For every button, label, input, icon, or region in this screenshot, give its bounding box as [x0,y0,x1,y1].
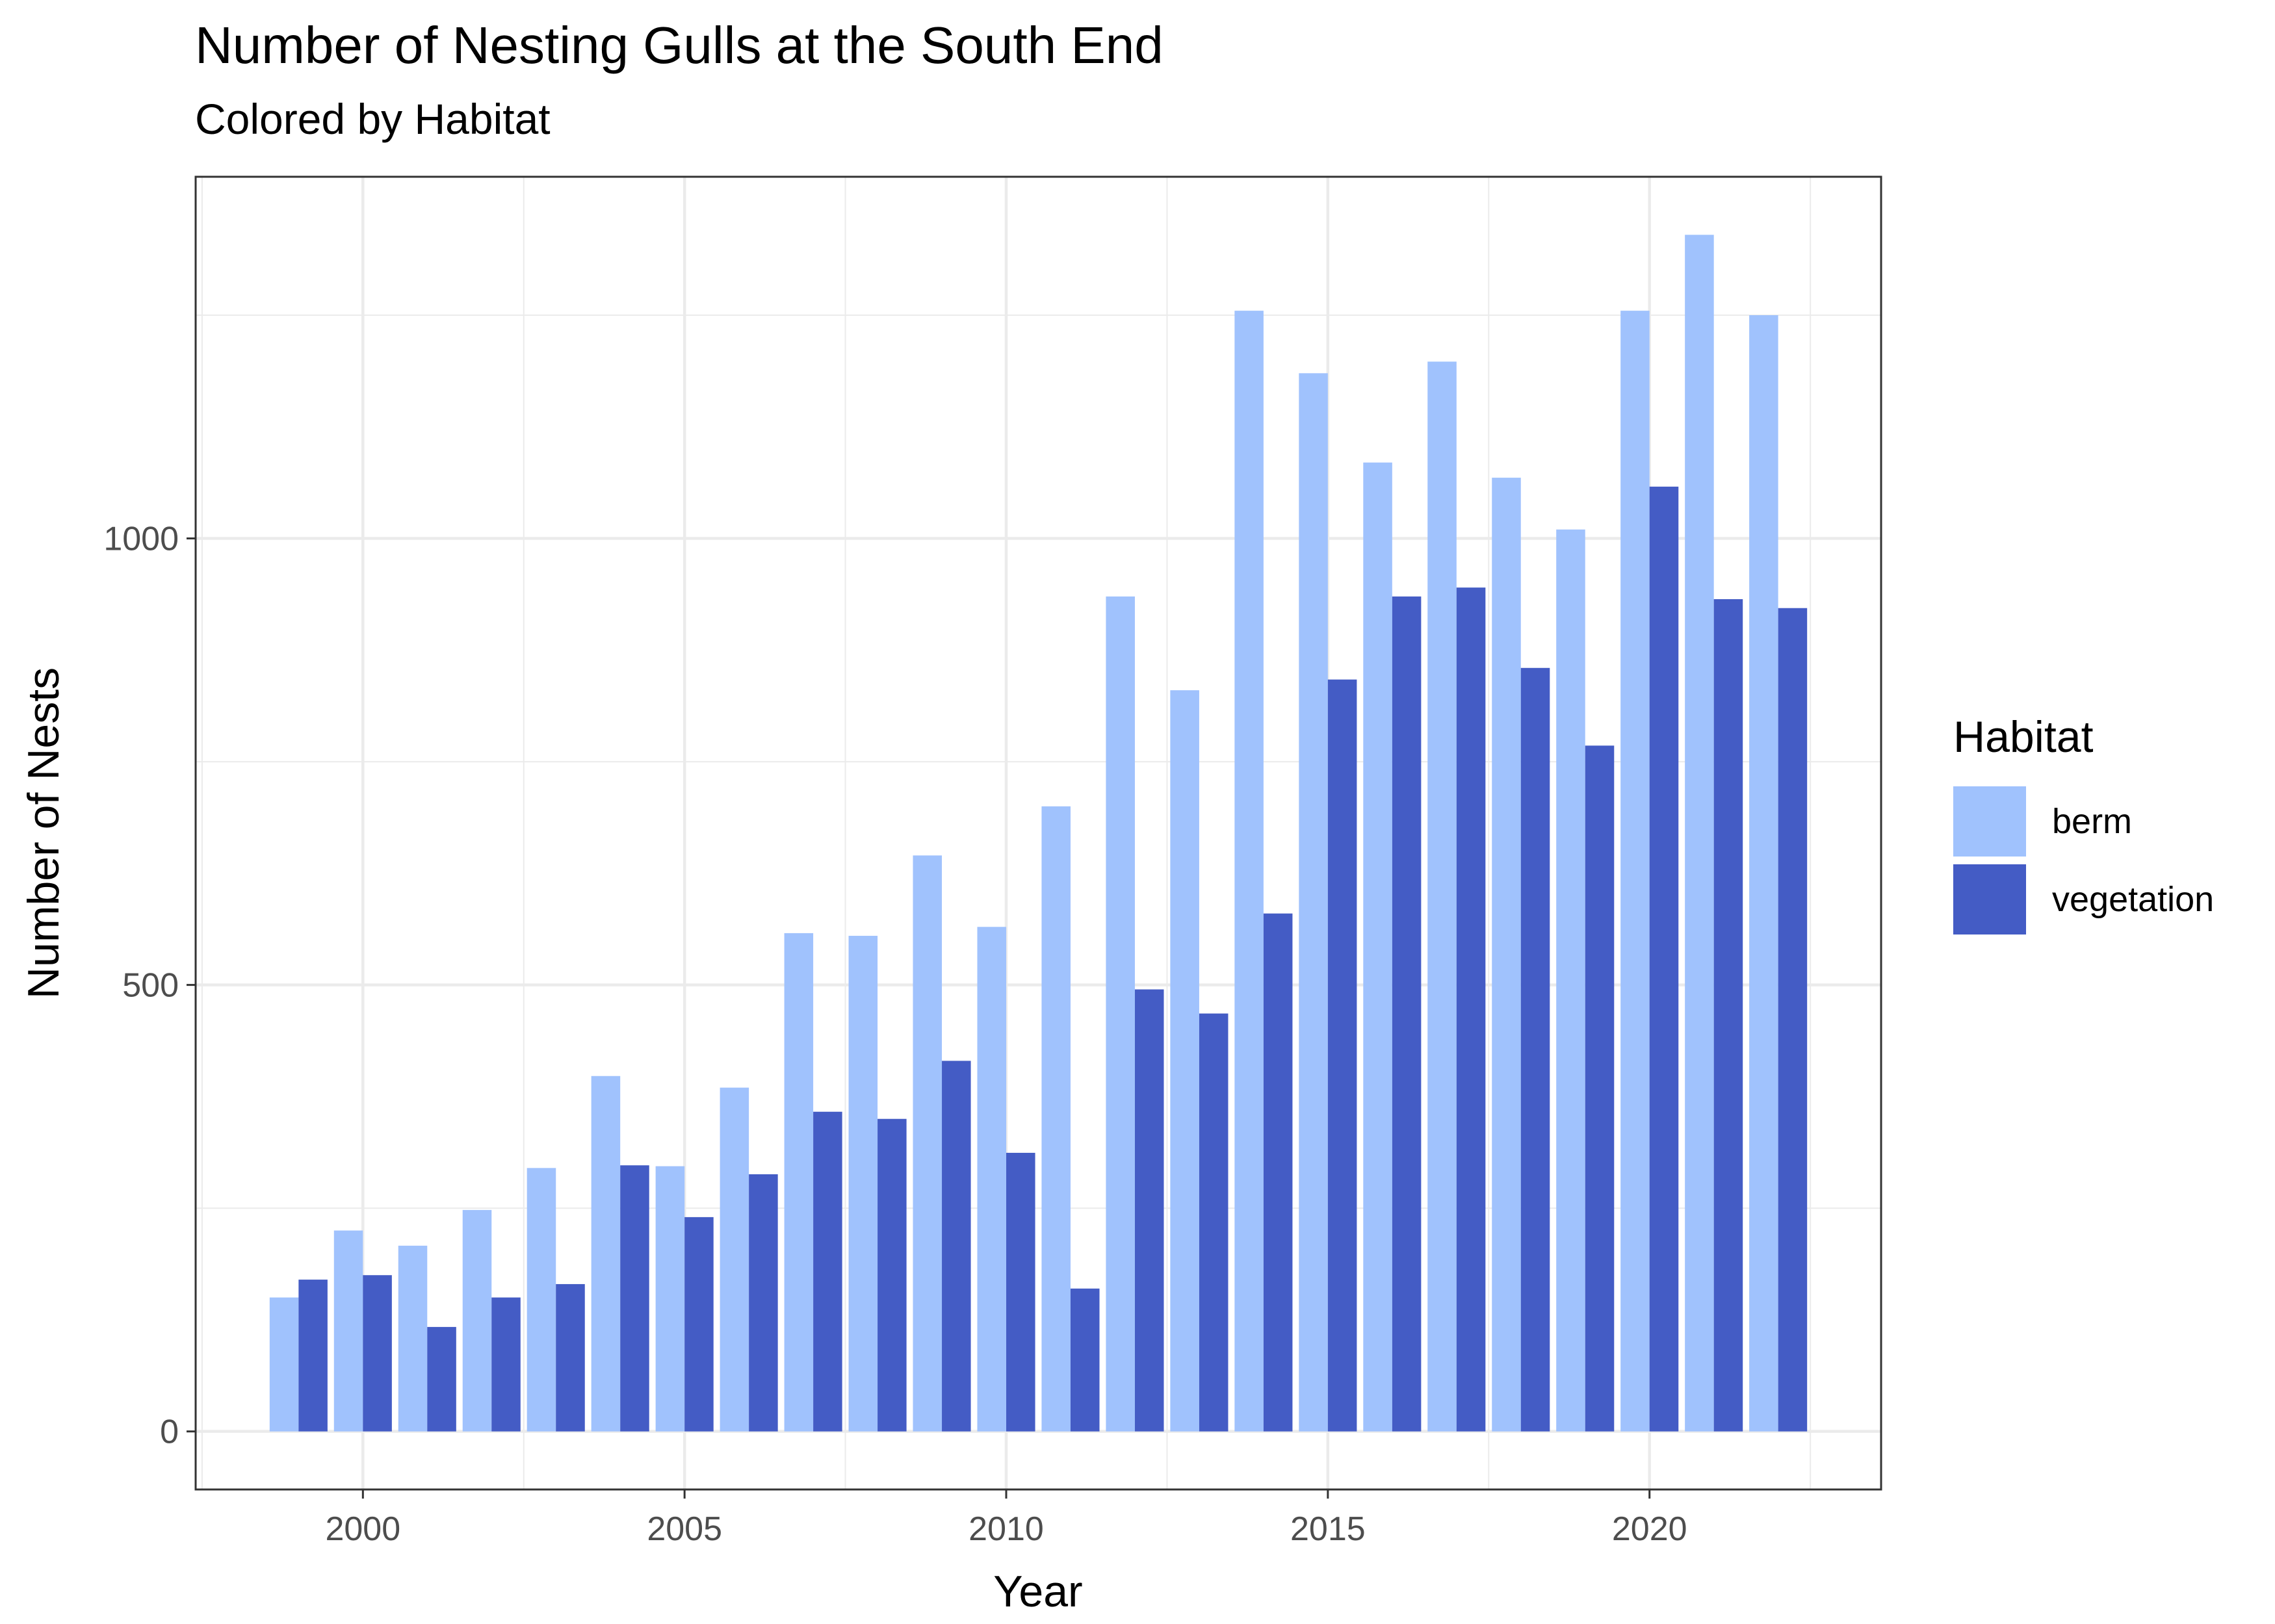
bar-berm-2011 [1041,806,1071,1432]
y-tick-label: 0 [160,1413,179,1451]
bar-vegetation-2020 [1649,486,1679,1432]
bar-berm-2017 [1427,361,1457,1432]
bar-vegetation-2004 [620,1165,649,1432]
bar-berm-2019 [1556,529,1585,1432]
bar-berm-2006 [720,1087,749,1432]
bar-vegetation-2010 [1006,1152,1035,1432]
legend: Habitat berm vegetation [1953,715,2214,938]
bar-berm-2004 [591,1076,621,1432]
bar-berm-2010 [977,927,1007,1432]
legend-item-vegetation: vegetation [1953,860,2214,938]
bar-vegetation-2017 [1456,587,1486,1432]
bar-berm-2021 [1685,235,1714,1432]
bar-berm-2015 [1299,373,1328,1432]
bar-berm-2020 [1620,311,1650,1432]
bar-vegetation-1999 [298,1280,328,1432]
legend-label-vegetation: vegetation [2052,880,2215,919]
bar-berm-2016 [1363,462,1392,1432]
bar-vegetation-2012 [1134,989,1164,1432]
bar-vegetation-2005 [684,1217,714,1432]
bar-vegetation-2003 [556,1283,585,1432]
bar-berm-2018 [1492,478,1521,1432]
legend-item-berm: berm [1953,782,2214,860]
x-axis-title: Year [993,1567,1082,1616]
bar-berm-2007 [784,933,814,1432]
bar-vegetation-2006 [749,1174,778,1432]
bar-vegetation-2001 [427,1326,456,1432]
legend-label-berm: berm [2052,802,2133,841]
bar-berm-2022 [1749,315,1778,1432]
bar-vegetation-2019 [1585,745,1615,1432]
bar-vegetation-2018 [1520,667,1550,1432]
bar-berm-2000 [333,1230,363,1432]
bar-berm-2005 [655,1166,685,1432]
y-tick-label: 500 [122,967,179,1005]
chart-subtitle: Colored by Habitat [195,95,551,143]
bar-berm-2003 [526,1168,556,1432]
y-tick-label: 1000 [103,521,179,558]
bar-berm-2001 [398,1245,428,1432]
legend-swatch-berm [1953,786,2026,857]
bar-berm-1999 [269,1297,299,1432]
legend-title: Habitat [1953,712,2094,762]
bar-vegetation-2016 [1392,596,1422,1432]
x-tick-label: 2005 [647,1510,722,1548]
bar-vegetation-2008 [878,1118,907,1432]
legend-swatch-vegetation [1953,864,2026,934]
bar-berm-2013 [1170,690,1199,1432]
bar-berm-2008 [848,936,878,1432]
bar-vegetation-2013 [1199,1013,1228,1432]
panel-border [194,175,1882,1491]
x-tick-label: 2000 [325,1510,400,1548]
bar-vegetation-2022 [1778,608,1808,1432]
bar-vegetation-2000 [363,1275,392,1432]
bar-vegetation-2021 [1713,599,1743,1432]
bar-vegetation-2014 [1263,913,1293,1432]
x-tick-label: 2020 [1612,1510,1687,1548]
bar-vegetation-2002 [491,1297,521,1432]
axis-ticks: 2000 2005 2010 2015 2020 0 500 1000 [103,521,1687,1548]
x-tick-label: 2010 [968,1510,1044,1548]
bar-vegetation-2015 [1327,679,1357,1432]
bar-berm-2012 [1106,596,1135,1432]
bar-berm-2002 [462,1209,492,1432]
bar-berm-2009 [913,855,942,1432]
bar-vegetation-2009 [942,1061,971,1432]
chart-title: Number of Nesting Gulls at the South End [195,16,1164,74]
bar-vegetation-2007 [813,1111,842,1432]
bars [269,235,1808,1432]
bar-berm-2014 [1234,311,1264,1432]
bar-vegetation-2011 [1070,1288,1100,1432]
x-tick-label: 2015 [1290,1510,1366,1548]
y-axis-title: Number of Nests [19,667,68,999]
